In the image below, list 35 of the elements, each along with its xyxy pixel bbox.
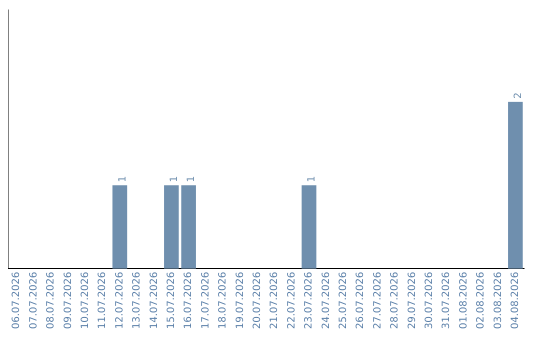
data-label: 1	[186, 176, 198, 182]
x-tick-label: 25.07.2026	[338, 272, 349, 330]
x-tick-label: 24.07.2026	[320, 272, 332, 330]
x-tick-label: 20.07.2026	[252, 272, 263, 330]
x-tick-label: 19.07.2026	[234, 272, 246, 330]
x-tick-label: 14.07.2026	[148, 272, 160, 330]
x-tick-label: 07.07.2026	[28, 272, 40, 330]
x-tick-label: 15.07.2026	[166, 272, 177, 330]
x-tick-label: 01.08.2026	[458, 272, 470, 330]
data-label: 1	[168, 176, 180, 182]
x-tick-label: 28.07.2026	[390, 272, 401, 330]
x-tick-label: 22.07.2026	[286, 272, 298, 330]
x-tick-label: 30.07.2026	[424, 272, 435, 330]
x-tick-label: 06.07.2026	[11, 272, 22, 330]
x-tick-label: 02.08.2026	[476, 272, 487, 330]
x-tick-label: 03.08.2026	[492, 272, 504, 330]
data-label: 1	[306, 176, 318, 182]
x-tick-label: 21.07.2026	[269, 272, 280, 330]
x-tick-label: 17.07.2026	[200, 272, 212, 330]
x-tick-label: 23.07.2026	[304, 272, 315, 330]
x-tick-label: 13.07.2026	[132, 272, 143, 330]
x-tick-label: 16.07.2026	[183, 272, 194, 330]
x-tick-label: 12.07.2026	[114, 272, 126, 330]
x-tick-label: 29.07.2026	[406, 272, 418, 330]
x-tick-label: 18.07.2026	[218, 272, 229, 330]
x-tick-label: 04.08.2026	[510, 272, 521, 330]
x-tick-label: 27.07.2026	[372, 272, 384, 330]
x-tick-label: 31.07.2026	[441, 272, 452, 330]
data-label: 2	[512, 92, 524, 99]
x-tick-label: 09.07.2026	[62, 272, 74, 330]
x-tick-label: 26.07.2026	[355, 272, 366, 330]
x-tick-label: 08.07.2026	[46, 272, 57, 330]
x-tick-label: 10.07.2026	[80, 272, 91, 330]
x-tick-label: 11.07.2026	[97, 272, 108, 330]
data-label: 1	[117, 176, 128, 182]
